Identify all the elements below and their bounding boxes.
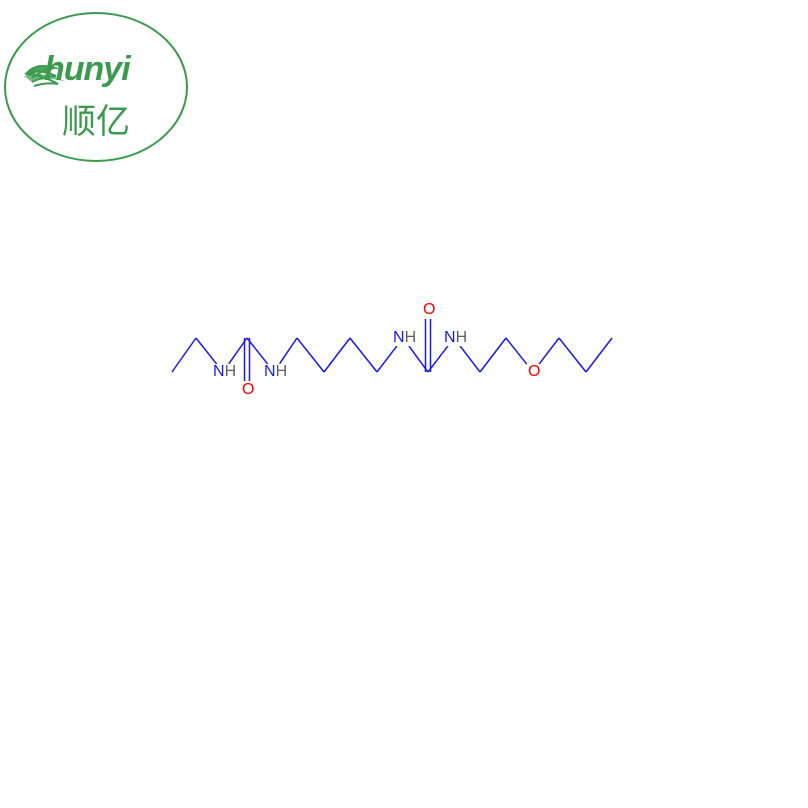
canvas: hunyi 顺亿 NHNHNHNHOOO xyxy=(0,0,808,808)
atom-o-ether: O xyxy=(527,364,541,380)
atom-nh-2: NH xyxy=(263,364,288,380)
atom-nh-3: NH xyxy=(392,330,417,346)
molecule-diagram xyxy=(0,0,808,808)
atom-nh-1: NH xyxy=(212,364,237,380)
atom-nh-4: NH xyxy=(443,330,468,346)
atom-o-carbonyl-2: O xyxy=(422,302,436,318)
atom-o-carbonyl-1: O xyxy=(241,382,255,398)
